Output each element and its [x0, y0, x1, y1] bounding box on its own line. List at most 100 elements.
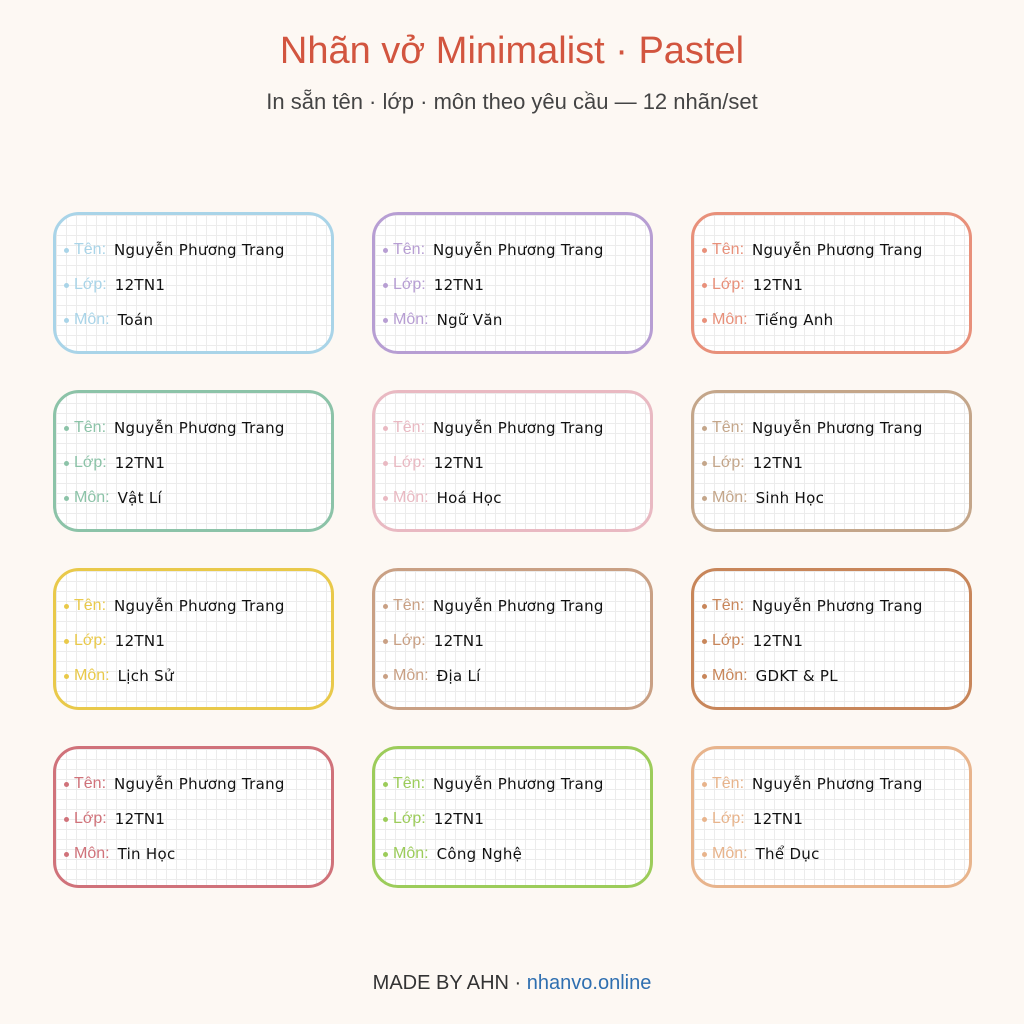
field-value: Lịch Sử — [117, 667, 174, 685]
label-card: Tên: Nguyễn Phương Trang Lớp: 12TN1 Môn: Địa … — [372, 568, 653, 710]
field-row: Môn: Toán — [64, 311, 153, 329]
label-card: Tên: Nguyễn Phương Trang Lớp: 12TN1 Môn: Ngữ … — [372, 212, 653, 354]
label-card: Tên: Nguyễn Phương Trang Lớp: 12TN1 Môn: Lịch… — [53, 568, 334, 710]
field-value: Nguyễn Phương Trang — [114, 419, 285, 437]
bullet — [64, 781, 69, 787]
field-value: 12TN1 — [433, 810, 485, 828]
field-label: Tên: — [712, 597, 745, 614]
field-label: Lớp: — [712, 810, 745, 827]
label-card: Tên: Nguyễn Phương Trang Lớp: 12TN1 Môn: Tin … — [53, 746, 334, 888]
field-value: Hoá Học — [436, 489, 502, 507]
field-label: Tên: — [74, 419, 107, 436]
field-value: Tin Học — [117, 845, 176, 863]
field-row: Lớp: 12TN1 — [702, 454, 803, 472]
bullet — [702, 317, 707, 323]
field-label: Tên: — [712, 241, 745, 258]
field-value: 12TN1 — [433, 454, 485, 472]
field-value: Toán — [117, 311, 154, 329]
field-row: Tên: Nguyễn Phương Trang — [383, 241, 604, 259]
bullet — [702, 638, 707, 644]
label-card: Tên: Nguyễn Phương Trang Lớp: 12TN1 Môn: Vật … — [53, 390, 334, 532]
field-row: Lớp: 12TN1 — [64, 810, 165, 828]
field-label: Môn: — [393, 489, 429, 506]
bullet — [64, 816, 69, 822]
field-row: Tên: Nguyễn Phương Trang — [64, 419, 285, 437]
bullet — [383, 317, 388, 323]
field-value: 12TN1 — [114, 276, 166, 294]
field-label: Môn: — [712, 489, 748, 506]
field-label: Môn: — [74, 489, 110, 506]
bullet — [64, 638, 69, 644]
bullet — [383, 816, 388, 822]
field-value: Nguyễn Phương Trang — [752, 419, 923, 437]
field-row: Tên: Nguyễn Phương Trang — [702, 419, 923, 437]
field-label: Tên: — [393, 597, 426, 614]
link[interactable]: nhanvo.online — [526, 972, 652, 994]
field-value: Nguyễn Phương Trang — [114, 597, 285, 615]
field-label: Lớp: — [74, 632, 107, 649]
field-row: Lớp: 12TN1 — [383, 276, 484, 294]
field-value: Tiếng Anh — [755, 311, 834, 329]
label-card: Tên: Nguyễn Phương Trang Lớp: 12TN1 Môn: Thể … — [691, 746, 972, 888]
field-label: Môn: — [712, 311, 748, 328]
bullet — [383, 673, 388, 679]
field-label: Tên: — [712, 775, 745, 792]
bullet — [702, 460, 707, 466]
label-card: Tên: Nguyễn Phương Trang Lớp: 12TN1 Môn: Tiến… — [691, 212, 972, 354]
field-row: Môn: Ngữ Văn — [383, 311, 503, 329]
field-row: Môn: Tiếng Anh — [702, 311, 833, 329]
field-row: Môn: Công Nghệ — [383, 845, 522, 863]
field-label: Môn: — [393, 845, 429, 862]
field-row: Tên: Nguyễn Phương Trang — [64, 241, 285, 259]
field-label: Lớp: — [393, 810, 426, 827]
subtitle: In sẵn tên · lớp · môn theo yêu cầu — 12… — [266, 89, 758, 114]
field-value: GDKT & PL — [755, 667, 838, 685]
field-value: Nguyễn Phương Trang — [114, 775, 285, 793]
field-value: Nguyễn Phương Trang — [752, 597, 923, 615]
field-label: Lớp: — [393, 276, 426, 293]
field-row: Lớp: 12TN1 — [702, 276, 803, 294]
label-card: Tên: Nguyễn Phương Trang Lớp: 12TN1 Môn: Hoá … — [372, 390, 653, 532]
field-label: Tên: — [74, 597, 107, 614]
bullet — [383, 282, 388, 288]
field-value: 12TN1 — [114, 632, 166, 650]
field-row: Lớp: 12TN1 — [702, 810, 803, 828]
field-row: Môn: Vật Lí — [64, 489, 162, 507]
label-card: Tên: Nguyễn Phương Trang Lớp: 12TN1 Môn: Công… — [372, 746, 653, 888]
bullet — [702, 247, 707, 253]
field-row: Tên: Nguyễn Phương Trang — [702, 775, 923, 793]
field-value: 12TN1 — [752, 454, 804, 472]
field-label: Môn: — [74, 845, 110, 862]
field-value: Nguyễn Phương Trang — [433, 775, 604, 793]
field-row: Tên: Nguyễn Phương Trang — [702, 241, 923, 259]
field-label: Tên: — [74, 775, 107, 792]
bullet — [383, 603, 388, 609]
bullet — [383, 851, 388, 857]
field-label: Lớp: — [74, 810, 107, 827]
field-value: 12TN1 — [433, 276, 485, 294]
bullet — [702, 603, 707, 609]
field-label: Môn: — [393, 667, 429, 684]
field-value: Nguyễn Phương Trang — [433, 241, 604, 259]
field-value: 12TN1 — [752, 276, 804, 294]
field-label: Lớp: — [712, 632, 745, 649]
bullet — [64, 247, 69, 253]
field-value: Nguyễn Phương Trang — [752, 775, 923, 793]
bullet — [64, 317, 69, 323]
title: Nhãn vở Minimalist · Pastel — [279, 30, 745, 72]
field-row: Môn: Tin Học — [64, 845, 176, 863]
credit: MADE BY AHN · — [372, 972, 522, 994]
bullet — [702, 781, 707, 787]
field-label: Tên: — [74, 241, 107, 258]
bullet — [702, 282, 707, 288]
bullet — [64, 495, 69, 501]
bullet — [383, 495, 388, 501]
field-value: 12TN1 — [752, 632, 804, 650]
field-label: Môn: — [712, 845, 748, 862]
field-label: Lớp: — [393, 454, 426, 471]
bullet — [702, 673, 707, 679]
field-row: Lớp: 12TN1 — [383, 454, 484, 472]
field-value: Ngữ Văn — [436, 311, 503, 329]
field-row: Lớp: 12TN1 — [64, 454, 165, 472]
